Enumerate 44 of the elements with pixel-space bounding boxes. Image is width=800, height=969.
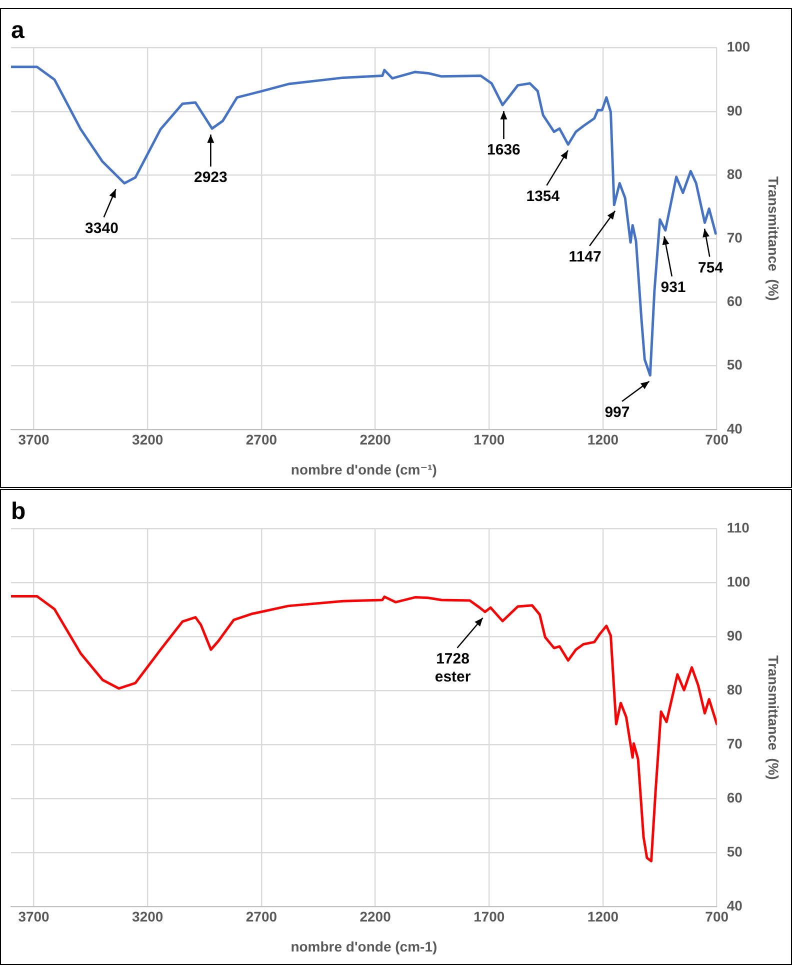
- x-tick-label: 1200: [587, 908, 619, 925]
- y-tick-label: 80: [726, 166, 743, 182]
- y-tick-label: 40: [726, 420, 743, 436]
- y-tick-label: 70: [726, 735, 743, 752]
- y-tick-label: 90: [726, 102, 743, 118]
- y-tick-label: 40: [726, 897, 743, 914]
- x-tick-label: 2200: [360, 908, 392, 925]
- y-tick-label: 70: [726, 229, 743, 246]
- y-tick-label: 60: [726, 293, 743, 310]
- x-tick-label: 1200: [587, 432, 619, 448]
- y-tick-label: 90: [726, 628, 743, 644]
- x-tick-label: 2700: [246, 908, 278, 925]
- annotation: 997: [604, 404, 630, 421]
- annotation: 1636: [487, 142, 520, 159]
- x-tick-label: 3700: [18, 432, 50, 448]
- y-tick-label: 80: [726, 681, 743, 698]
- annotation: 1728 ester: [434, 650, 471, 686]
- y-tick-label: 50: [726, 356, 743, 373]
- chart-title: b: [11, 498, 26, 526]
- annotation: 2923: [194, 169, 228, 186]
- x-tick-label: 700: [705, 432, 729, 448]
- x-tick-label: 1700: [474, 908, 505, 925]
- annotation: 3340: [85, 220, 118, 237]
- x-axis-title: nombre d'onde (cm-1): [290, 938, 438, 954]
- x-axis-title: nombre d'onde (cm⁻¹): [290, 461, 437, 478]
- y-tick-label: 100: [726, 574, 750, 590]
- x-tick-label: 2200: [360, 432, 392, 448]
- x-tick-label: 1700: [474, 432, 505, 448]
- annotation: 1354: [526, 188, 560, 206]
- x-tick-label: 2700: [246, 432, 278, 448]
- annotation: 754: [698, 259, 724, 276]
- x-tick-label: 3200: [132, 908, 164, 925]
- y-tick-label: 100: [726, 38, 750, 55]
- annotation: 1147: [568, 248, 602, 266]
- chart-title: a: [11, 17, 25, 44]
- y-tick-label: 110: [726, 520, 750, 536]
- y-tick-label: 50: [726, 843, 743, 860]
- x-tick-label: 3200: [132, 432, 164, 448]
- x-tick-label: 700: [705, 908, 729, 925]
- y-axis-title: Transmittance (%): [766, 655, 782, 780]
- x-tick-label: 3700: [18, 908, 50, 925]
- y-axis-title: Transmittance (%): [766, 176, 782, 301]
- y-tick-label: 60: [726, 789, 743, 806]
- annotation: 931: [660, 278, 686, 296]
